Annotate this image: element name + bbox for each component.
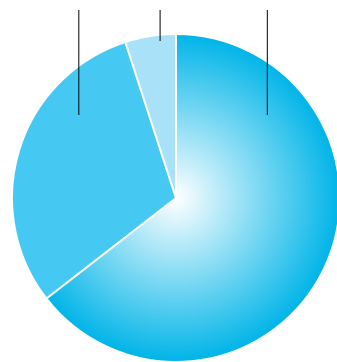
pie-slice-2 (11, 41, 177, 300)
pie-slice-3 (124, 33, 177, 199)
leader-lines-layer (78, 10, 268, 115)
slices-layer (11, 33, 337, 362)
